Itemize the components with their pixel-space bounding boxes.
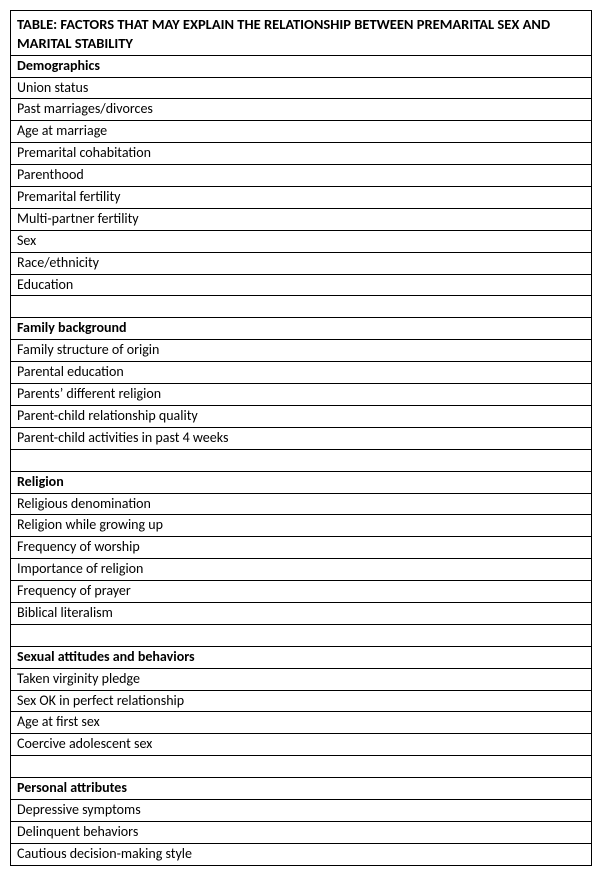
table-row: Religion while growing up [11,515,591,537]
section-header-personal: Personal attributes [11,778,591,800]
table-row: Parents’ different religion [11,384,591,406]
section-header-sexual: Sexual attitudes and behaviors [11,647,591,669]
table-row: Frequency of worship [11,537,591,559]
table-title: TABLE: FACTORS THAT MAY EXPLAIN THE RELA… [11,11,591,56]
table-row: Sex [11,231,591,253]
table-row: Frequency of prayer [11,581,591,603]
factors-table: TABLE: FACTORS THAT MAY EXPLAIN THE RELA… [10,10,592,866]
table-row: Cautious decision-making style [11,844,591,866]
table-row: Depressive symptoms [11,800,591,822]
table-row: Parent-child relationship quality [11,406,591,428]
spacer-row [11,296,591,318]
table-row: Age at marriage [11,121,591,143]
section-header-family: Family background [11,318,591,340]
table-row: Premarital fertility [11,187,591,209]
table-row: Religious denomination [11,494,591,516]
table-row: Parent-child activities in past 4 weeks [11,428,591,450]
table-row: Race/ethnicity [11,253,591,275]
table-row: Parental education [11,362,591,384]
table-row: Education [11,275,591,297]
table-row: Taken virginity pledge [11,669,591,691]
spacer-row [11,450,591,472]
table-row: Union status [11,78,591,100]
table-row: Sex OK in perfect relationship [11,691,591,713]
table-row: Importance of religion [11,559,591,581]
table-row: Family structure of origin [11,340,591,362]
table-row: Age at first sex [11,712,591,734]
spacer-row [11,625,591,647]
section-header-religion: Religion [11,472,591,494]
table-row: Coercive adolescent sex [11,734,591,756]
section-header-demographics: Demographics [11,56,591,78]
table-row: Delinquent behaviors [11,822,591,844]
table-row: Premarital cohabitation [11,143,591,165]
table-row: Multi-partner fertility [11,209,591,231]
table-row: Biblical literalism [11,603,591,625]
table-row: Past marriages/divorces [11,99,591,121]
spacer-row [11,756,591,778]
table-row: Parenthood [11,165,591,187]
